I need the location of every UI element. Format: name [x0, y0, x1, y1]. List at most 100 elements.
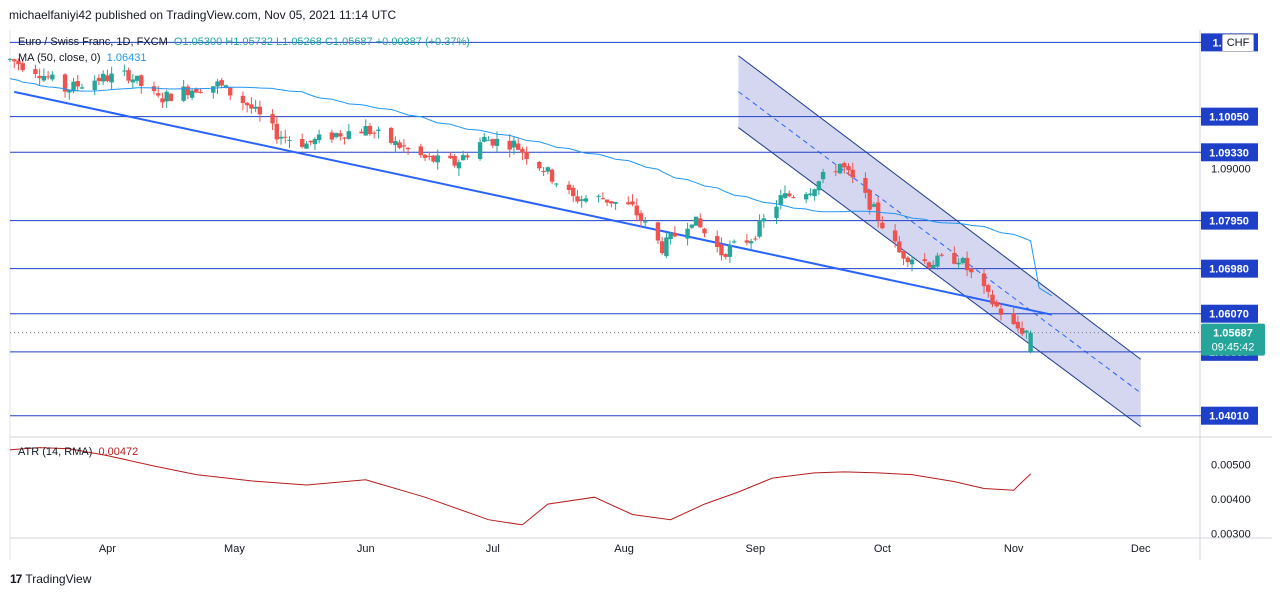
candle-body — [689, 224, 695, 228]
candle-body — [748, 241, 754, 244]
candle-body — [257, 106, 263, 115]
candle-body — [863, 178, 868, 193]
candle-body — [359, 131, 364, 134]
level-tag — [1201, 143, 1258, 162]
tradingview-brand[interactable]: 17 TradingView — [10, 572, 91, 586]
candle-body — [393, 140, 398, 146]
level-tag — [1201, 211, 1258, 230]
candle-body — [939, 254, 944, 256]
candle-body — [638, 213, 644, 221]
candle-body — [427, 155, 432, 157]
candle-body — [511, 140, 517, 148]
candle-body — [744, 240, 750, 243]
atr-tick-label: 0.00400 — [1211, 494, 1251, 506]
candle-body — [964, 257, 970, 271]
candle-body — [698, 218, 703, 228]
candle-body — [952, 252, 957, 264]
candle-body — [702, 228, 707, 234]
candle-body — [363, 126, 368, 136]
candle-body — [37, 75, 42, 79]
candle-body — [655, 222, 661, 241]
candle-body — [346, 131, 351, 139]
candle-body — [897, 241, 902, 253]
candle-body — [833, 171, 839, 173]
candle-body — [808, 193, 813, 196]
candle-body — [515, 143, 521, 150]
candle-body — [465, 155, 470, 158]
candle-body — [727, 245, 733, 257]
level-tag-label: 1.06070 — [1209, 309, 1249, 321]
candle-body — [613, 201, 618, 204]
ma-label: MA (50, close, 0) — [18, 52, 101, 64]
candle-body — [524, 152, 529, 160]
candle-body — [376, 129, 381, 132]
candle-body — [189, 90, 195, 98]
candle-body — [960, 257, 966, 264]
candle-body — [486, 139, 491, 141]
candle-body — [274, 123, 279, 140]
descending-trendline — [14, 90, 1052, 316]
candle-body — [12, 59, 17, 62]
candle-body — [549, 169, 555, 182]
candle-body — [304, 143, 309, 149]
candle-body — [100, 73, 106, 82]
candle-body — [79, 87, 85, 89]
currency-button[interactable]: CHF — [1222, 34, 1254, 52]
candle-body — [672, 232, 678, 237]
candle-body — [693, 216, 699, 226]
candle-body — [668, 233, 673, 239]
publisher-line: michaelfaniyi42 published on TradingView… — [9, 8, 397, 22]
candle-body — [300, 138, 305, 147]
symbol-legend: Euro / Swiss Franc, 1D, FXCM O1.05300 H1… — [18, 36, 470, 48]
level-tag — [1201, 406, 1258, 425]
candle-body — [901, 250, 906, 259]
candle-body — [67, 89, 72, 93]
candle-body — [880, 222, 885, 229]
candle-body — [757, 220, 762, 237]
candle-body — [892, 230, 898, 242]
candle-body — [782, 193, 788, 198]
candle-body — [7, 58, 13, 60]
candle-body — [122, 70, 127, 72]
candle-body — [545, 167, 551, 172]
ma-legend: MA (50, close, 0) 1.06431 — [18, 52, 146, 64]
candle-body — [731, 241, 737, 243]
candle-body — [308, 140, 313, 143]
symbol-name: Euro / Swiss Franc, 1D, FXCM — [18, 36, 168, 48]
candle-body — [659, 241, 665, 254]
tradingview-logo-icon: 17 — [10, 572, 22, 586]
current-price-tag — [1201, 323, 1265, 356]
candle-body — [998, 308, 1004, 315]
candle-body — [244, 102, 250, 106]
candle-body — [96, 77, 102, 82]
atr-value: 0.00472 — [98, 446, 139, 458]
candle-body — [507, 140, 512, 150]
time-tick-label: Nov — [1004, 543, 1024, 555]
candle-body — [342, 137, 347, 139]
candle-body — [803, 194, 809, 200]
level-tag-label: 1.06980 — [1209, 264, 1249, 276]
candle-body — [537, 161, 542, 169]
candle-body — [219, 80, 224, 86]
candle-body — [600, 198, 606, 200]
candle-body — [761, 218, 767, 222]
candle-body — [181, 86, 186, 101]
candle-body — [931, 264, 936, 269]
level-tag — [1201, 304, 1258, 323]
candle-body — [990, 294, 995, 305]
time-tick-label: Jun — [357, 543, 375, 555]
candle-body — [422, 154, 428, 158]
candle-body — [194, 88, 199, 93]
candle-body — [571, 187, 576, 197]
candle-body — [33, 69, 38, 75]
candle-body — [460, 155, 466, 161]
candle-body — [62, 74, 68, 92]
candle-body — [664, 237, 669, 257]
candle-body — [634, 205, 639, 216]
candle-body — [371, 132, 377, 134]
candle-body — [92, 80, 97, 90]
candle-body — [283, 136, 288, 138]
time-tick-label: Aug — [614, 543, 634, 555]
level-tag-label: 1.04010 — [1209, 411, 1249, 423]
candle-body — [333, 133, 339, 138]
